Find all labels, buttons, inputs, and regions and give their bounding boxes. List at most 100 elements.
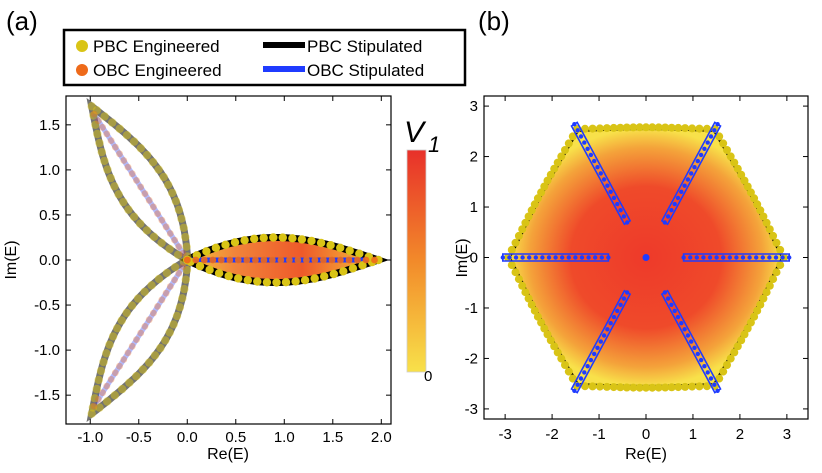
pbc-engineered-point [723,361,731,369]
pbc-engineered-point [168,188,177,198]
pbc-engineered-point [127,301,137,310]
pbc-engineered-point [165,328,174,337]
panel-a-ylabel: Im(E) [3,240,20,279]
obc-engineered-point [103,130,111,138]
pbc-engineered-point [102,349,111,358]
pbc-engineered-point [715,132,724,141]
pbc-engineered-point [746,188,755,197]
obc-engineered-point [615,308,620,314]
obc-engineered-point [154,210,162,218]
obc-engineered-point [345,256,353,264]
obc-engineered-point [621,214,627,219]
y-tick-label: 2 [470,149,478,166]
panel-label-b: (b) [478,6,510,36]
y-tick-label: 1 [470,199,478,216]
obc-engineered-point [585,364,590,369]
pbc-engineered-point [688,382,697,391]
legend-marker-pbc-engineered [76,40,88,52]
obc-engineered-point [682,183,687,188]
colorbar-gradient [406,149,427,373]
obc-engineered-point [672,308,677,314]
obc-engineered-point [685,177,691,182]
pbc-engineered-point [533,194,542,203]
legend-line-obc-stipulated [263,66,305,72]
pbc-engineered-point [616,123,625,132]
obc-engineered-point [141,190,149,198]
obc-engineered-point [128,342,136,350]
pbc-engineered-point [609,123,618,132]
obc-engineered-point [95,117,102,125]
pbc-engineered-point [117,316,126,325]
obc-engineered-point [695,158,700,164]
pbc-engineered-point [250,234,259,243]
obc-engineered-point [754,255,759,260]
pbc-engineered-point [124,205,133,214]
pbc-engineered-point [737,170,746,179]
obc-engineered-point [320,256,327,264]
pbc-engineered-point [103,165,112,174]
obc-engineered-point [712,128,717,133]
pbc-engineered-point [136,219,145,228]
pbc-engineered-point [518,225,527,234]
pbc-engineered-point [524,212,533,221]
pbc-engineered-point [609,383,618,392]
pbc-engineered-point [310,274,319,283]
x-tick-label: 0 [642,426,650,443]
obc-engineered-point [166,230,174,237]
legend-label-pbc-engineered: PBC Engineered [93,37,220,56]
obc-engineered-point [601,177,607,182]
pbc-engineered-point [581,124,589,133]
obc-engineered-point [527,255,532,260]
pbc-engineered-point [336,243,345,252]
colorbar-title-subscript: 1 [428,132,440,157]
pbc-engineered-point [511,238,520,247]
pbc-engineered-point [175,303,185,312]
pbc-engineered-point [733,342,742,351]
obc-engineered-point [150,203,157,211]
pbc-engineered-point [521,288,530,297]
obc-engineered-point [787,255,792,260]
pbc-engineered-point [159,172,168,182]
pbc-engineered-point [105,340,114,349]
y-tick-label: 0.5 [39,207,60,224]
obc-engineered-point [692,165,697,170]
obc-engineered-point [599,255,604,260]
pbc-engineered-point [726,354,735,363]
x-tick-label: 3 [783,426,791,443]
pbc-engineered-point [546,336,555,345]
obc-engineered-point [608,189,613,194]
pbc-engineered-point [136,144,145,153]
pbc-engineered-point [568,132,577,141]
pbc-engineered-point [527,300,536,309]
pbc-engineered-point [557,152,566,161]
obc-engineered-point [747,255,752,260]
pbc-engineered-point [561,361,569,369]
pbc-engineered-point [622,123,631,132]
obc-engineered-point [708,134,714,139]
y-tick-label: -3 [465,401,478,418]
pbc-engineered-point [776,245,785,254]
obc-engineered-point [99,389,106,397]
obc-engineered-point [595,165,600,170]
y-tick-label: -1 [465,300,478,317]
pbc-engineered-point [162,268,172,278]
pbc-engineered-point [756,206,765,215]
obc-engineered-point [715,122,720,127]
obc-center-point [642,254,650,261]
obc-engineered-point [137,183,145,191]
pbc-engineered-point [564,367,573,376]
pbc-engineered-point [154,165,163,174]
obc-engineered-point [209,256,217,264]
pbc-engineered-point [110,391,120,400]
obc-engineered-point [328,256,336,264]
pbc-engineered-point [667,383,676,392]
pbc-engineered-point [300,276,310,285]
pbc-engineered-point [94,375,103,385]
pbc-engineered-point [180,284,189,294]
pbc-engineered-point [750,194,759,203]
pbc-engineered-point [129,137,139,146]
pbc-engineered-point [772,238,781,247]
pbc-engineered-point [514,275,523,284]
obc-engineered-point [540,255,545,260]
